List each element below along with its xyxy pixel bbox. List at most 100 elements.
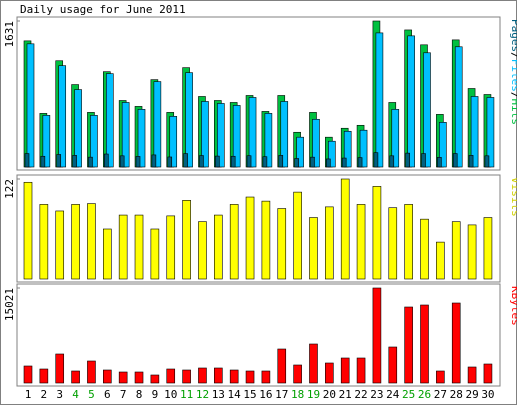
panel [16,283,501,387]
bar [340,178,350,280]
bar [182,369,191,384]
legend: KBytes [509,286,517,326]
bar [420,304,429,384]
x-tick-label: 7 [120,388,127,401]
bar [137,109,146,168]
x-tick-label: 13 [212,388,225,401]
bar [437,157,442,168]
bar [328,140,336,168]
bar [451,302,461,384]
bar [214,367,223,384]
legend: Visits [509,177,517,217]
bar [293,191,302,280]
bar [229,369,239,384]
x-tick-label: 16 [259,388,272,401]
bar [326,158,331,168]
bar [277,208,287,280]
bar [39,368,49,384]
bar [71,370,80,384]
bar [182,200,191,280]
bar [23,181,33,280]
bar [119,155,125,168]
x-tick-label: 26 [418,388,431,401]
bar [486,97,495,168]
bar [407,35,415,168]
bar [74,89,82,168]
bar [404,204,413,280]
bar [423,52,431,168]
bar [198,221,207,280]
legend-entry: Hits [509,99,517,126]
bar [467,366,477,384]
bar [230,155,236,168]
x-tick-label: 17 [275,388,288,401]
bar [55,210,65,280]
bar [372,186,382,280]
x-tick-label: 10 [164,388,177,401]
bar [151,154,157,168]
bar [372,287,382,384]
bar [104,153,109,168]
bar [135,156,141,168]
bar [404,306,413,384]
bar [375,32,384,168]
x-tick-label: 6 [104,388,111,401]
legend-separator: / [509,52,517,59]
bar [217,103,225,168]
panel [16,174,501,283]
bar [436,370,445,384]
bar [451,221,461,280]
bar [183,153,188,168]
x-tick-label: 28 [450,388,463,401]
bar [341,157,347,168]
bar [248,97,257,168]
bar [39,204,49,280]
chart-title: Daily usage for June 2011 [20,3,186,16]
x-tick-label: 29 [465,388,478,401]
bar [293,364,302,384]
x-tick-label: 12 [196,388,209,401]
bar [26,43,35,168]
x-tick-label: 1 [25,388,32,401]
bar [169,116,178,168]
bar [88,156,93,168]
x-tick-label: 3 [56,388,63,401]
bar [134,214,144,280]
bar [246,155,252,168]
bar [373,152,379,168]
bar [198,367,207,384]
bar [405,152,410,168]
bar [134,371,144,384]
bar [264,113,273,168]
bar [166,368,176,384]
bar [296,136,304,168]
x-tick-label: 5 [88,388,95,401]
bar [420,218,429,280]
bar [421,153,426,168]
x-tick-label: 15 [243,388,256,401]
bar [167,156,173,168]
bar [166,215,176,280]
y-tick-label: 15021 [3,288,16,321]
bar [103,369,112,384]
bar [23,365,33,384]
bar [483,363,493,384]
legend: Pages/Files/Hits [509,19,517,125]
bar [356,204,366,280]
bar [340,357,350,384]
bar [229,204,239,280]
bar [309,217,318,280]
bar [261,370,271,384]
bar [280,101,289,168]
bar [262,156,268,168]
x-tick-label: 2 [41,388,48,401]
x-tick-label: 27 [434,388,447,401]
bar [71,204,80,280]
bar [357,157,363,168]
bar [232,105,241,168]
y-tick-label: 1631 [3,21,16,48]
bar [40,155,46,168]
x-tick-label: 24 [386,388,400,401]
bar [309,343,318,384]
legend-entry: Files [509,59,517,92]
